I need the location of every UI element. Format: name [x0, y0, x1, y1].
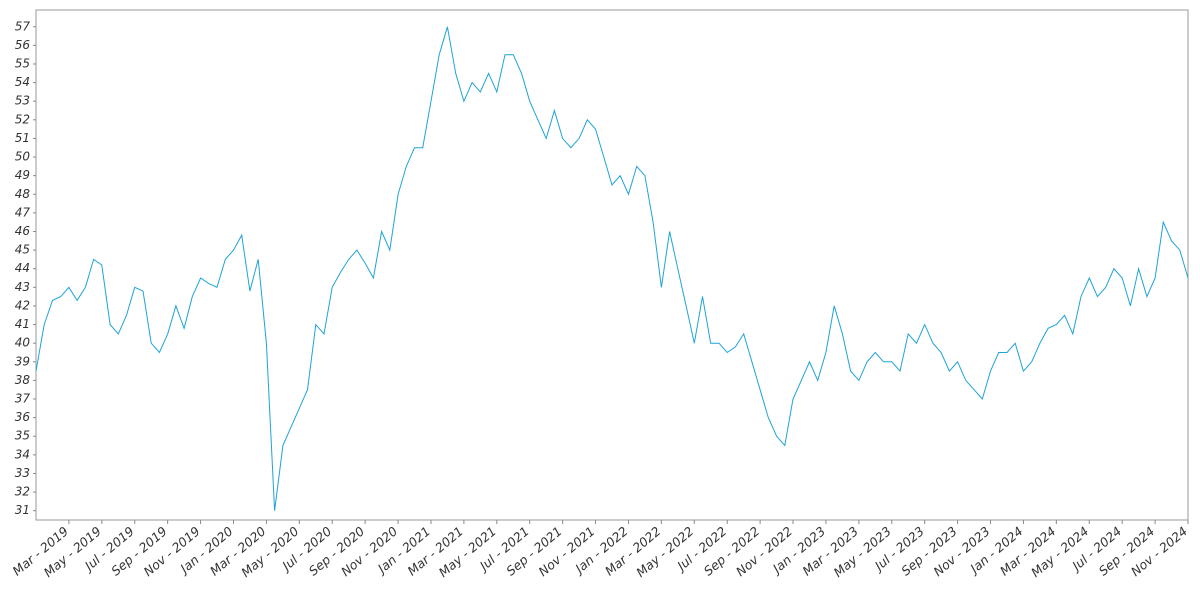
y-tick-label: 40 — [15, 336, 31, 350]
y-tick-label: 51 — [15, 131, 30, 145]
y-tick-label: 56 — [15, 38, 31, 52]
y-tick-label: 35 — [15, 429, 30, 443]
y-tick-label: 36 — [15, 410, 31, 424]
plot-frame — [35, 9, 1189, 521]
y-tick-label: 54 — [15, 75, 30, 89]
y-tick-label: 34 — [15, 447, 30, 461]
y-tick-label: 57 — [15, 19, 31, 33]
y-tick-label: 31 — [15, 503, 30, 517]
y-tick-label: 50 — [15, 150, 31, 164]
y-tick-label: 41 — [15, 317, 30, 331]
price-line — [35, 26, 1189, 511]
y-tick-label: 45 — [15, 243, 30, 257]
y-tick-label: 55 — [15, 56, 30, 70]
y-tick-label: 52 — [15, 112, 30, 126]
y-tick-label: 32 — [15, 485, 30, 499]
y-tick-label: 46 — [15, 224, 31, 238]
y-tick-label: 37 — [15, 392, 31, 406]
y-tick-label: 49 — [15, 168, 30, 182]
y-tick-label: 53 — [15, 94, 30, 108]
y-tick-label: 44 — [15, 261, 30, 275]
y-tick-label: 38 — [15, 373, 31, 387]
y-tick-label: 39 — [15, 354, 30, 368]
y-tick-label: 48 — [15, 187, 31, 201]
y-tick-label: 47 — [15, 205, 31, 219]
y-tick-label: 43 — [15, 280, 30, 294]
y-tick-label: 33 — [15, 466, 30, 480]
y-tick-label: 42 — [15, 298, 30, 312]
